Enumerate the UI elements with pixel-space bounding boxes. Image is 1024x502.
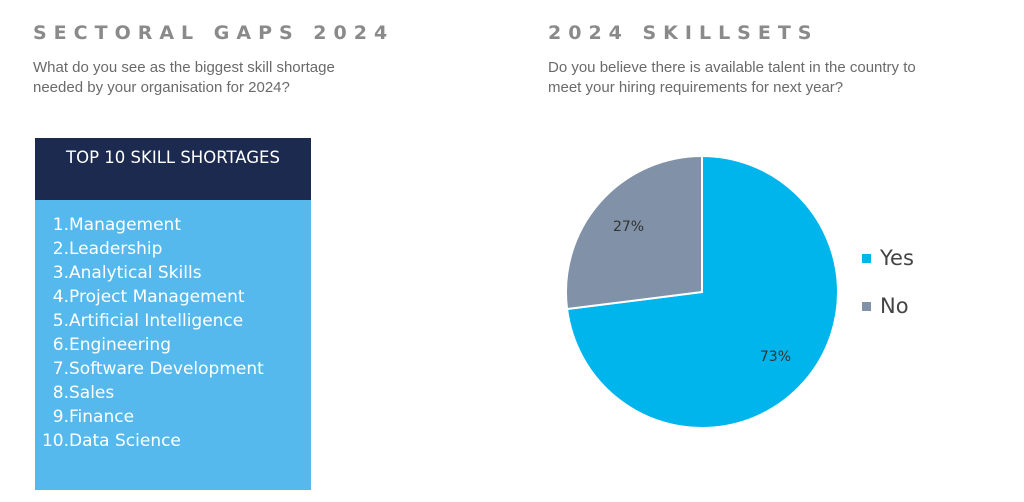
skill-number: 10. [41, 431, 69, 451]
legend-swatch-no [862, 301, 871, 311]
skill-item: 2. Leadership [35, 237, 311, 261]
skill-item: 1. Management [35, 213, 311, 237]
skill-item: 6. Engineering [35, 333, 311, 357]
skill-number: 3. [52, 263, 69, 283]
skill-item: 9. Finance [35, 405, 311, 429]
top-skills-panel: TOP 10 SKILL SHORTAGES 1. Management 2. Le… [35, 138, 311, 490]
skill-item: 10. Data Science [35, 429, 311, 453]
skill-item: 4. Project Management [35, 285, 311, 309]
sectoral-gaps-question: What do you see as the biggest skill sho… [33, 59, 335, 96]
top-skills-header: TOP 10 SKILL SHORTAGES [35, 138, 311, 200]
skillsets-question: Do you believe there is available talent… [548, 59, 916, 96]
skill-number: 2. [52, 239, 69, 259]
skill-label: Management [69, 215, 181, 235]
sectoral-gaps-title: SECTORAL GAPS 2024 [33, 22, 395, 44]
skill-label: Leadership [69, 239, 163, 259]
pie-label-yes: 73% [760, 349, 791, 365]
skill-number: 5. [52, 311, 69, 331]
skill-number: 7. [52, 359, 69, 379]
skill-label: Artificial Intelligence [69, 311, 244, 331]
skill-label: Sales [69, 383, 115, 403]
skill-number: 9. [52, 407, 69, 427]
pie-label-no: 27% [613, 219, 644, 235]
skill-item: 3. Analytical Skills [35, 261, 311, 285]
talent-availability-pie-chart: 73% 27% [565, 154, 839, 429]
legend-item-yes: Yes [862, 246, 914, 270]
skillsets-title: 2024 SKILLSETS [548, 22, 819, 44]
skill-item: 8. Sales [35, 381, 311, 405]
skills-list: 1. Management 2. Leadership 3. Analytical S… [35, 200, 311, 453]
legend-item-no: No [862, 294, 914, 318]
skill-label: Engineering [69, 335, 171, 355]
skill-number: 8. [52, 383, 69, 403]
skill-number: 6. [52, 335, 69, 355]
pie-slice-no [565, 154, 703, 311]
legend-label-no: No [880, 294, 909, 318]
skill-label: Analytical Skills [69, 263, 202, 283]
skill-number: 4. [52, 287, 69, 307]
skill-item: 5. Artificial Intelligence [35, 309, 311, 333]
skill-label: Project Management [69, 287, 245, 307]
skill-label: Software Development [69, 359, 264, 379]
legend-swatch-yes [862, 253, 871, 263]
skill-label: Finance [69, 407, 135, 427]
pie-legend: Yes No [862, 246, 914, 342]
skill-item: 7. Software Development [35, 357, 311, 381]
skill-number: 1. [52, 215, 69, 235]
skill-label: Data Science [69, 431, 181, 451]
legend-label-yes: Yes [880, 246, 914, 270]
